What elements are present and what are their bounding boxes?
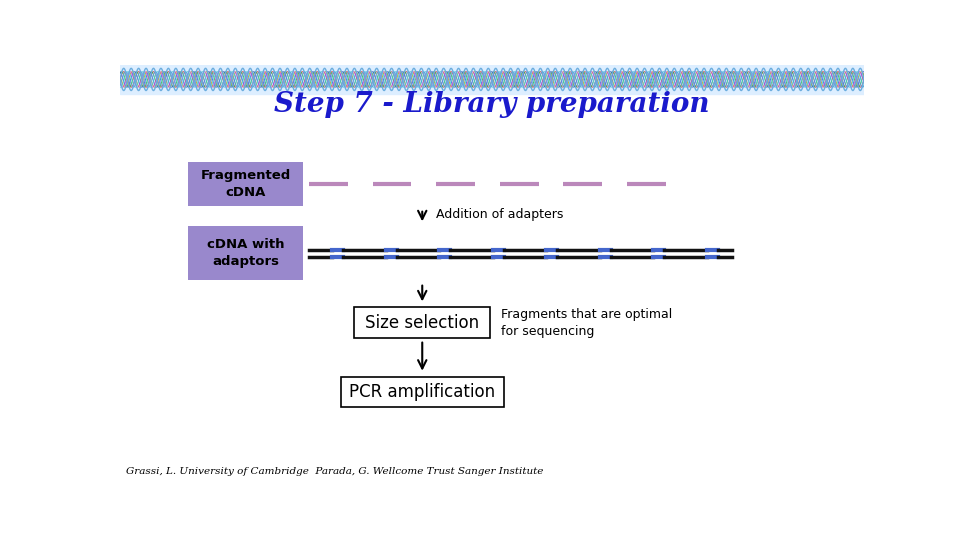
Bar (120, 65, 864, 94)
Bar (188, 162, 303, 206)
Text: Size selection: Size selection (365, 314, 479, 332)
Text: Addition of adapters: Addition of adapters (436, 208, 564, 221)
Bar (354, 307, 490, 338)
Bar (341, 377, 504, 408)
Text: Grassi, L. University of Cambridge  Parada, G. Wellcome Trust Sanger Institute: Grassi, L. University of Cambridge Parad… (126, 467, 543, 476)
Text: Step 7 - Library preparation: Step 7 - Library preparation (275, 91, 709, 118)
Bar (188, 226, 303, 280)
Text: PCR amplification: PCR amplification (349, 383, 495, 401)
Text: cDNA with
adaptors: cDNA with adaptors (206, 239, 284, 268)
Text: Fragmented
cDNA: Fragmented cDNA (201, 169, 291, 199)
Text: Fragments that are optimal
for sequencing: Fragments that are optimal for sequencin… (501, 308, 672, 338)
